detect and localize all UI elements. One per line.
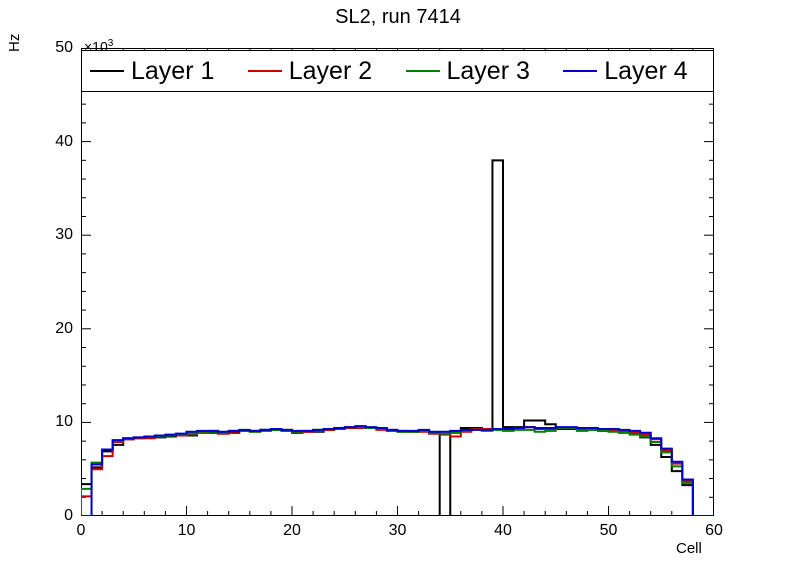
legend-line-icon [90,70,124,72]
x-tick-label-10: 10 [177,522,196,539]
y-tick-label-20: 20 [55,319,73,337]
y-axis-label: Hz [6,33,23,52]
page-title: SL2, run 7414 [335,6,461,28]
legend-item-label: Layer 3 [446,56,530,85]
y-tick-label-50: 50 [55,39,73,56]
x-tick-label-40: 40 [494,522,512,539]
x-axis-label: Cell [676,540,702,557]
series-line-2 [81,426,714,516]
legend-item-4[interactable]: Layer 4 [555,56,713,85]
series-line-3 [81,426,714,516]
y-tick-label-0: 0 [64,507,73,524]
legend-line-icon [247,70,282,72]
series-line-1 [81,159,714,516]
plot-area [81,48,714,516]
legend-item-3[interactable]: Layer 3 [398,56,556,85]
legend-item-1[interactable]: Layer 1 [82,56,240,85]
y-tick-label-40: 40 [55,132,73,150]
legend: Layer 1 Layer 2 Layer 3 Layer 4 [81,50,714,92]
legend-item-label: Layer 2 [288,56,373,85]
x-tick-label-30: 30 [388,522,407,539]
legend-line-icon [563,70,598,72]
legend-line-icon [405,70,440,72]
x-tick-label-0: 0 [76,522,86,539]
y-tick-label-10: 10 [55,413,73,431]
legend-item-label: Layer 1 [131,56,215,85]
x-tick-label-60: 60 [705,522,723,539]
series-line-4 [81,425,714,516]
y-axis-exponent-power: 3 [107,38,114,49]
legend-item-label: Layer 4 [604,56,688,85]
y-tick-label-30: 30 [55,226,73,244]
legend-item-2[interactable]: Layer 2 [240,56,398,85]
x-tick-label-50: 50 [599,522,618,539]
x-tick-label-20: 20 [283,522,301,539]
